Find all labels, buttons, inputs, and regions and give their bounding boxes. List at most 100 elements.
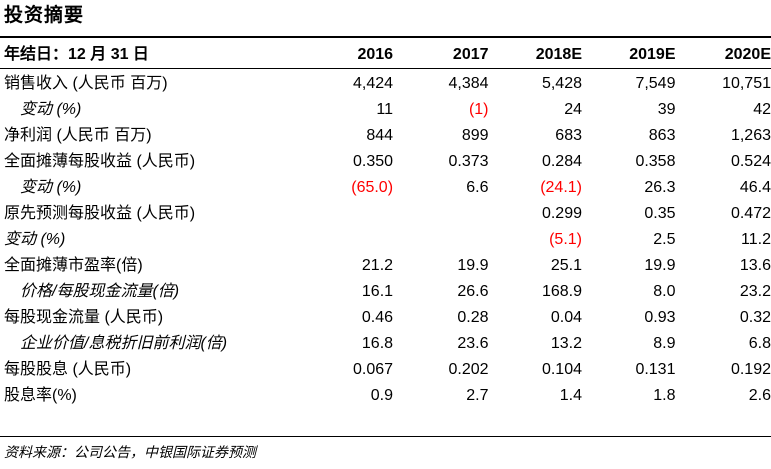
row-label: 每股现金流量 (人民币) (0, 305, 320, 331)
table-cell: 0.192 (675, 357, 771, 383)
year-header: 2019E (582, 42, 675, 68)
table-cell: (1) (393, 97, 488, 123)
table-cell: 8.9 (582, 331, 675, 357)
table-row: 变动 (%) (65.0) 6.6 (24.1) 26.3 46.4 (0, 175, 771, 201)
table-row: 变动 (%) 11 (1) 24 39 42 (0, 97, 771, 123)
table-cell: 10,751 (675, 68, 771, 97)
table-cell: 39 (582, 97, 675, 123)
table-cell: 26.6 (393, 279, 488, 305)
table-cell: 19.9 (393, 253, 488, 279)
table-row: 原先预测每股收益 (人民币) 0.299 0.35 0.472 (0, 201, 771, 227)
table-cell: 5,428 (489, 68, 582, 97)
table-cell: 844 (320, 123, 393, 149)
investment-summary-table: 年结日：12 月 31 日 2016 2017 2018E 2019E 2020… (0, 42, 771, 409)
table-cell: 2.6 (675, 383, 771, 409)
table-cell: 25.1 (489, 253, 582, 279)
row-label: 每股股息 (人民币) (0, 357, 320, 383)
table-cell: 0.04 (489, 305, 582, 331)
row-label: 股息率(%) (0, 383, 320, 409)
table-cell: 6.8 (675, 331, 771, 357)
table-cell: (65.0) (320, 175, 393, 201)
table-row: 每股现金流量 (人民币) 0.46 0.28 0.04 0.93 0.32 (0, 305, 771, 331)
table-header-row: 年结日：12 月 31 日 2016 2017 2018E 2019E 2020… (0, 42, 771, 68)
table-cell: 0.104 (489, 357, 582, 383)
table-cell: 19.9 (582, 253, 675, 279)
row-label: 企业价值/息税折旧前利润(倍) (0, 331, 320, 357)
table-body: 销售收入 (人民币 百万) 4,424 4,384 5,428 7,549 10,751 变… (0, 68, 771, 409)
table-cell: 0.28 (393, 305, 488, 331)
table-cell: 0.284 (489, 149, 582, 175)
table-cell: 0.93 (582, 305, 675, 331)
table-cell: 1.4 (489, 383, 582, 409)
table-cell: 7,549 (582, 68, 675, 97)
header-label: 年结日：12 月 31 日 (0, 42, 320, 68)
table-cell: 2.5 (582, 227, 675, 253)
table-cell: 0.35 (582, 201, 675, 227)
table-row: 净利润 (人民币 百万) 844 899 683 863 1,263 (0, 123, 771, 149)
table-cell: 23.2 (675, 279, 771, 305)
table-cell: 683 (489, 123, 582, 149)
table-cell (320, 201, 393, 227)
bottom-rule (0, 436, 771, 437)
table-cell: 11 (320, 97, 393, 123)
year-header: 2020E (675, 42, 771, 68)
year-header: 2017 (393, 42, 488, 68)
table-row: 每股股息 (人民币) 0.067 0.202 0.104 0.131 0.192 (0, 357, 771, 383)
table-row: 销售收入 (人民币 百万) 4,424 4,384 5,428 7,549 10,751 (0, 68, 771, 97)
table-cell: 0.131 (582, 357, 675, 383)
table-row: 企业价值/息税折旧前利润(倍) 16.8 23.6 13.2 8.9 6.8 (0, 331, 771, 357)
table-cell (393, 227, 488, 253)
table-cell: 0.32 (675, 305, 771, 331)
table-cell: 0.299 (489, 201, 582, 227)
table-cell: 42 (675, 97, 771, 123)
table-cell: 0.358 (582, 149, 675, 175)
table-cell: 1,263 (675, 123, 771, 149)
table-row: 股息率(%) 0.9 2.7 1.4 1.8 2.6 (0, 383, 771, 409)
year-header: 2016 (320, 42, 393, 68)
source-note: 资料来源：公司公告，中银国际证券预测 (4, 441, 256, 463)
table-cell: 0.472 (675, 201, 771, 227)
table-cell: 0.067 (320, 357, 393, 383)
row-label: 原先预测每股收益 (人民币) (0, 201, 320, 227)
table-cell: 16.1 (320, 279, 393, 305)
table-cell: 0.524 (675, 149, 771, 175)
table-cell: 8.0 (582, 279, 675, 305)
table-cell: 0.202 (393, 357, 488, 383)
row-label: 净利润 (人民币 百万) (0, 123, 320, 149)
table-row: 全面摊薄市盈率(倍) 21.2 19.9 25.1 19.9 13.6 (0, 253, 771, 279)
table-cell: 13.6 (675, 253, 771, 279)
table-cell (393, 201, 488, 227)
table-cell: 2.7 (393, 383, 488, 409)
table-cell: 0.46 (320, 305, 393, 331)
row-label: 变动 (%) (0, 175, 320, 201)
row-label: 变动 (%) (0, 227, 320, 253)
table-cell: 46.4 (675, 175, 771, 201)
table-cell: 4,384 (393, 68, 488, 97)
page-title: 投资摘要 (4, 3, 84, 29)
row-label: 全面摊薄市盈率(倍) (0, 253, 320, 279)
table-cell: 21.2 (320, 253, 393, 279)
table-row: 变动 (%) (5.1) 2.5 11.2 (0, 227, 771, 253)
table-cell: 168.9 (489, 279, 582, 305)
row-label: 销售收入 (人民币 百万) (0, 68, 320, 97)
table-cell: (5.1) (489, 227, 582, 253)
table-cell: 899 (393, 123, 488, 149)
table-cell: 4,424 (320, 68, 393, 97)
table-cell (320, 227, 393, 253)
table-cell: 13.2 (489, 331, 582, 357)
table-row: 价格/每股现金流量(倍) 16.1 26.6 168.9 8.0 23.2 (0, 279, 771, 305)
table-cell: 0.9 (320, 383, 393, 409)
table-cell: 6.6 (393, 175, 488, 201)
table-row: 全面摊薄每股收益 (人民币) 0.350 0.373 0.284 0.358 0.524 (0, 149, 771, 175)
year-header: 2018E (489, 42, 582, 68)
row-label: 全面摊薄每股收益 (人民币) (0, 149, 320, 175)
table-cell: (24.1) (489, 175, 582, 201)
table-cell: 0.373 (393, 149, 488, 175)
table-cell: 16.8 (320, 331, 393, 357)
row-label: 价格/每股现金流量(倍) (0, 279, 320, 305)
table-cell: 863 (582, 123, 675, 149)
row-label: 变动 (%) (0, 97, 320, 123)
table-cell: 0.350 (320, 149, 393, 175)
table-cell: 26.3 (582, 175, 675, 201)
table-cell: 23.6 (393, 331, 488, 357)
